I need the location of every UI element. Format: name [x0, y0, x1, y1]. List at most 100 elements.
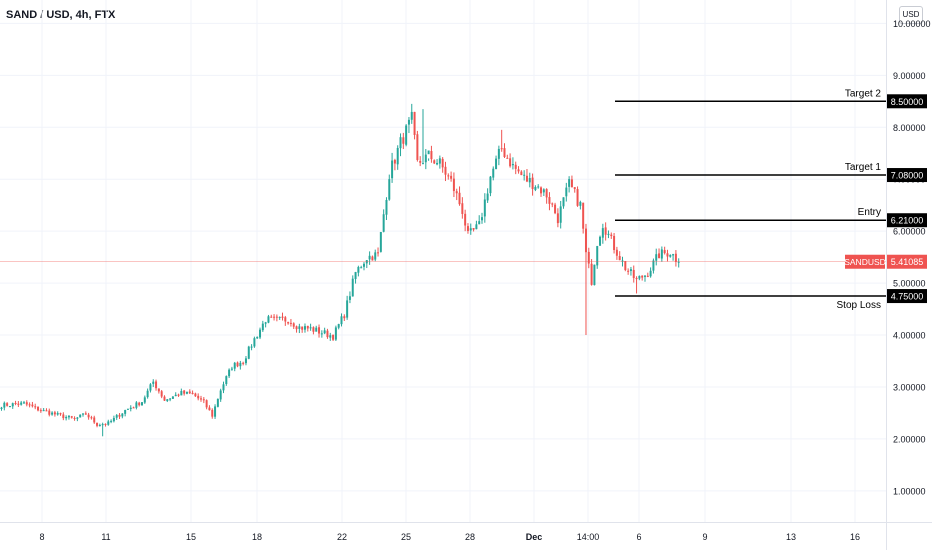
- candle-up: [51, 411, 54, 416]
- candle-up: [309, 323, 312, 331]
- candle-up: [298, 323, 301, 334]
- candle-body: [587, 251, 590, 264]
- candle-body: [28, 404, 31, 406]
- candle-body: [17, 403, 20, 405]
- candle-up: [382, 209, 385, 233]
- candle-body: [362, 263, 365, 267]
- candle-down: [183, 389, 186, 396]
- candle-down: [377, 247, 380, 257]
- candle-down: [450, 171, 453, 182]
- candle-up: [0, 406, 3, 411]
- candle-body: [292, 323, 295, 327]
- candle-body: [562, 197, 565, 207]
- candle-down: [570, 175, 573, 188]
- candle-up: [216, 398, 219, 408]
- candle-body: [225, 376, 228, 385]
- candle-up: [492, 166, 495, 181]
- candle-body: [388, 179, 391, 200]
- candle-body: [155, 381, 158, 389]
- candle-up: [410, 103, 413, 124]
- candle-body: [59, 413, 62, 415]
- time-tick-label: 15: [186, 532, 196, 542]
- candle-body: [438, 158, 441, 164]
- candle-body: [582, 202, 585, 229]
- candle-up: [337, 323, 340, 330]
- candle-down: [658, 248, 661, 259]
- candle-up: [601, 223, 604, 244]
- candle-body: [146, 390, 149, 398]
- candle-body: [343, 316, 346, 319]
- candle-body: [599, 236, 602, 246]
- candle-body: [230, 368, 233, 370]
- candle-body: [618, 256, 621, 261]
- candle-body: [138, 402, 141, 406]
- candle-body: [166, 399, 169, 402]
- candle-body: [253, 338, 256, 347]
- candle-up: [225, 375, 228, 386]
- time-axis[interactable]: 8 11 15 18 22 25 28 Dec 14:00 6 9 13 16: [39, 532, 860, 542]
- candle-body: [244, 358, 247, 364]
- candle-down: [514, 161, 517, 175]
- candle-down: [292, 322, 295, 329]
- candle-up: [180, 388, 183, 396]
- candle-up: [8, 405, 11, 408]
- candle-body: [433, 160, 436, 164]
- candle-down: [287, 321, 290, 325]
- level-target-2[interactable]: Target 2 8.50000: [615, 88, 927, 109]
- candle-body: [615, 249, 618, 256]
- candle-down: [458, 186, 461, 206]
- candle-down: [155, 379, 158, 391]
- candle-body: [542, 189, 545, 193]
- candle-down: [419, 156, 422, 167]
- currency-button[interactable]: USD: [899, 6, 923, 24]
- candle-body: [197, 395, 200, 399]
- candle-down: [444, 161, 447, 182]
- candle-body: [573, 187, 576, 190]
- candle-body: [107, 421, 110, 425]
- candle-up: [559, 200, 562, 229]
- candle-body: [337, 324, 340, 328]
- candle-body: [110, 420, 113, 422]
- candle-down: [402, 132, 405, 150]
- level-stop-loss[interactable]: Stop Loss 4.75000: [615, 289, 927, 311]
- candle-up: [672, 253, 675, 261]
- candle-body: [174, 394, 177, 397]
- level-value-label: 7.08000: [891, 171, 924, 181]
- candle-up: [152, 379, 155, 387]
- candle-body: [261, 323, 264, 331]
- level-entry[interactable]: Entry 6.21000: [615, 207, 927, 228]
- symbol-price-badge[interactable]: SANDUSD: [844, 254, 886, 269]
- candle-down: [312, 326, 315, 335]
- trade-levels[interactable]: SANDUSD 5.41085 Target 2 8.50000 Target 1 7.0…: [0, 88, 927, 311]
- candle-down: [295, 325, 298, 333]
- candle-down: [306, 325, 309, 332]
- candle-body: [497, 148, 500, 159]
- price-tick-label: 9.00000: [893, 71, 926, 81]
- candle-body: [275, 316, 278, 318]
- candle-body: [551, 203, 554, 205]
- candle-body: [613, 235, 616, 250]
- level-target-1[interactable]: Target 1 7.08000: [615, 162, 927, 183]
- candle-down: [332, 334, 335, 341]
- candle-body: [93, 417, 96, 423]
- candle-body: [548, 197, 551, 204]
- candle-up: [427, 150, 430, 161]
- candle-down: [25, 400, 28, 407]
- candle-up: [407, 117, 410, 134]
- candle-body: [25, 402, 28, 405]
- candle-up: [481, 212, 484, 224]
- candle-body: [590, 263, 593, 285]
- candle-down: [17, 401, 20, 408]
- current-price-badge[interactable]: 5.41085: [887, 254, 927, 269]
- candle-up: [98, 423, 101, 427]
- candle-body: [318, 327, 321, 334]
- candle-body: [135, 402, 138, 408]
- candle-down: [275, 314, 278, 322]
- time-tick-label: 11: [101, 532, 110, 542]
- candle-body: [503, 148, 506, 157]
- candle-down: [503, 143, 506, 159]
- candle-down: [177, 393, 180, 397]
- level-value-label: 6.21000: [891, 216, 924, 226]
- candle-down: [461, 197, 464, 219]
